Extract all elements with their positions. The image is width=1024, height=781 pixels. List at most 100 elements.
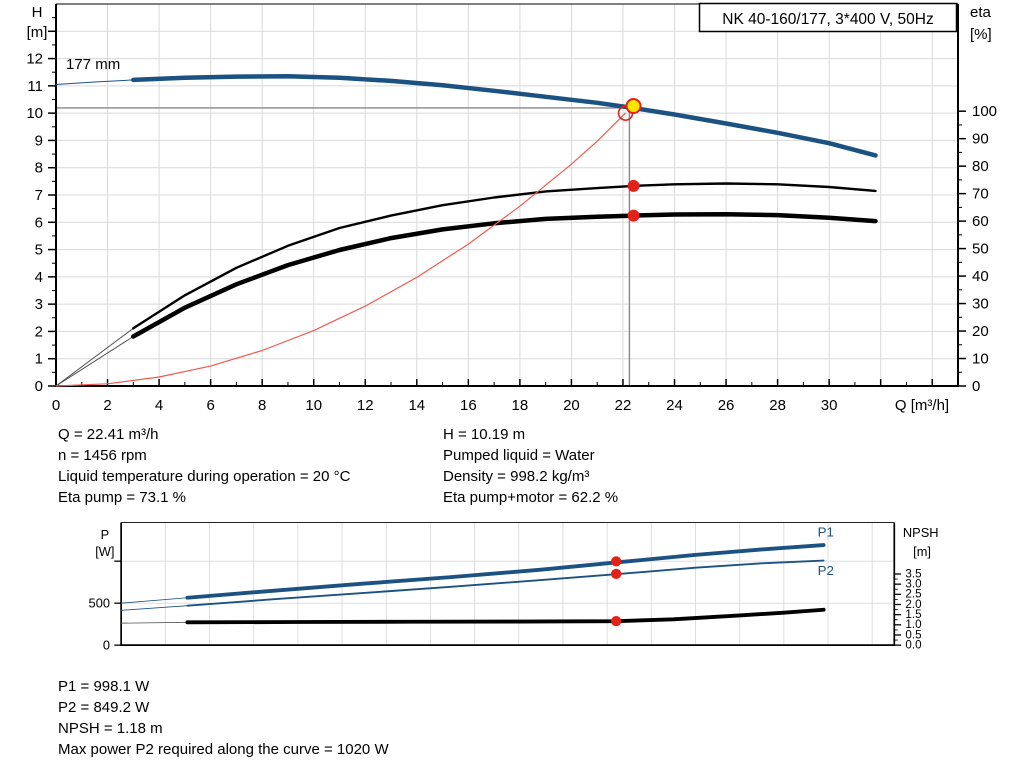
info-max-power: Max power P2 required along the curve = …: [58, 741, 389, 758]
eta-tick-label: 80: [972, 158, 989, 175]
x-tick-label: 18: [512, 397, 529, 414]
npsh-tick-label: 0.5: [905, 629, 921, 641]
eta-tick-label: 10: [972, 351, 989, 368]
head-curve-177mm: [131, 74, 878, 158]
head-tick-label: 3: [35, 296, 43, 313]
x-tick-label: 16: [460, 397, 477, 414]
power-axis-title: [W]: [95, 544, 114, 559]
p1-curve-label: P1: [818, 524, 834, 539]
grid: [121, 522, 895, 646]
eta-axis-ticks: 0 10 20 30 40 50 60 70 80 90 100: [958, 103, 997, 395]
eta-tick-label: 50: [972, 241, 989, 258]
p1-curve-lead-in: [120, 597, 188, 604]
eta-axis-title: eta: [970, 4, 992, 21]
eta-tick-label: 30: [972, 296, 989, 313]
x-tick-label: 0: [52, 397, 60, 414]
info-density: Density = 998.2 kg/m³: [443, 468, 590, 485]
p2-curve-label: P2: [818, 563, 834, 578]
head-tick-label: 0: [35, 378, 43, 395]
eta-tick-label: 60: [972, 213, 989, 230]
x-tick-label: 24: [666, 397, 683, 414]
info-speed: n = 1456 rpm: [58, 447, 147, 464]
head-curve-177mm-lead-in: [55, 79, 134, 85]
eta-pump-point: [627, 179, 640, 192]
head-tick-label: 1: [35, 351, 43, 368]
power-axis-title: P: [101, 527, 110, 542]
impeller-diameter-label: 177 mm: [66, 56, 120, 73]
info-flow: Q = 22.41 m³/h: [58, 426, 159, 443]
head-axis-title: H: [32, 4, 43, 21]
x-tick-label: 28: [769, 397, 786, 414]
info-eta-pump: Eta pump = 73.1 %: [58, 489, 186, 506]
power-tick-label: 500: [89, 595, 110, 610]
info-p2: P2 = 849.2 W: [58, 699, 150, 716]
head-tick-label: 9: [35, 132, 43, 149]
system-curve: [55, 112, 627, 387]
npsh-tick-label: 3.0: [905, 579, 921, 591]
info-npsh: NPSH = 1.18 m: [58, 720, 163, 737]
x-tick-label: 12: [357, 397, 374, 414]
power-npsh-chart: 500 0 P [W] 0.00.51.01.52.02.53.03.5 NPSH [m] P…: [89, 522, 939, 652]
head-tick-label: 6: [35, 214, 43, 231]
power-tick-label: 0: [103, 637, 110, 652]
p2-point: [611, 568, 622, 580]
operating-info-left-column: Q = 22.41 m³/h n = 1456 rpm Liquid tempe…: [58, 424, 350, 508]
eta-tick-label: 100: [972, 103, 997, 120]
info-pumped-liquid: Pumped liquid = Water: [443, 447, 595, 464]
eta-pump-curve: [132, 182, 877, 330]
x-tick-label: 8: [258, 397, 266, 414]
npsh-tick-label: 2.5: [905, 589, 921, 601]
power-info-block: P1 = 998.1 W P2 = 849.2 W NPSH = 1.18 m …: [58, 676, 389, 760]
head-tick-label: 12: [26, 51, 43, 68]
x-axis-ticks: 0 2 4 6 8 10 12 14 16 18 20 22 24 26 28 30: [52, 379, 933, 414]
p1-point: [611, 556, 622, 567]
qh-eta-chart: 0 2 4 6 8 10 12 14 16 18 20 22 24 26 28 30 Q [m³/h]01234…: [26, 2, 997, 414]
npsh-axis-title: NPSH: [903, 525, 939, 540]
head-tick-label: 4: [35, 269, 43, 286]
eta-pump-curve-lead-in: [55, 327, 134, 387]
npsh-curve: [185, 607, 826, 625]
npsh-tick-label: 0.0: [905, 640, 921, 652]
info-p1: P1 = 998.1 W: [58, 678, 150, 695]
x-tick-label: 14: [408, 397, 425, 414]
operating-info-right-column: H = 10.19 m Pumped liquid = Water Densit…: [443, 424, 618, 508]
x-tick-label: 10: [305, 397, 322, 414]
npsh-curve-lead-in: [120, 621, 188, 624]
head-tick-label: 2: [35, 323, 43, 340]
info-head: H = 10.19 m: [443, 426, 526, 443]
p2-curve-lead-in: [120, 605, 188, 611]
x-tick-label: 4: [155, 397, 163, 414]
grid: [56, 4, 958, 386]
x-axis-title: Q [m³/h]: [895, 397, 949, 414]
x-tick-label: 26: [718, 397, 735, 414]
duty-point-crosshair: [56, 104, 631, 386]
eta-tick-label: 40: [972, 268, 989, 285]
power-axis-ticks: 500 0: [89, 560, 122, 652]
head-tick-label: 10: [26, 105, 43, 122]
npsh-tick-label: 2.0: [905, 599, 921, 611]
npsh-tick-label: 1.5: [905, 609, 921, 621]
p1-curve: [185, 543, 826, 600]
eta-tick-label: 0: [972, 378, 980, 395]
eta-axis-title: [%]: [970, 26, 992, 43]
x-tick-label: 6: [206, 397, 214, 414]
pump-title: NK 40-160/177, 3*400 V, 50Hz: [722, 11, 933, 28]
x-tick-label: 20: [563, 397, 580, 414]
eta-tick-label: 70: [972, 186, 989, 203]
info-liquid-temperature: Liquid temperature during operation = 20…: [58, 468, 351, 485]
head-tick-label: 11: [27, 78, 43, 95]
npsh-tick-label: 3.5: [905, 568, 921, 580]
info-eta-pump-motor: Eta pump+motor = 62.2 %: [443, 489, 619, 506]
npsh-tick-label: 1.0: [905, 619, 921, 631]
pump-title-box: [698, 2, 958, 33]
npsh-point: [611, 616, 622, 627]
eta-pump-motor-point: [627, 209, 640, 222]
head-tick-label: 8: [35, 160, 43, 177]
p2-curve: [186, 559, 825, 607]
x-tick-label: 2: [103, 397, 111, 414]
x-tick-label: 22: [615, 397, 632, 414]
head-tick-label: 5: [35, 242, 43, 259]
rated-duty-point: [625, 98, 642, 115]
